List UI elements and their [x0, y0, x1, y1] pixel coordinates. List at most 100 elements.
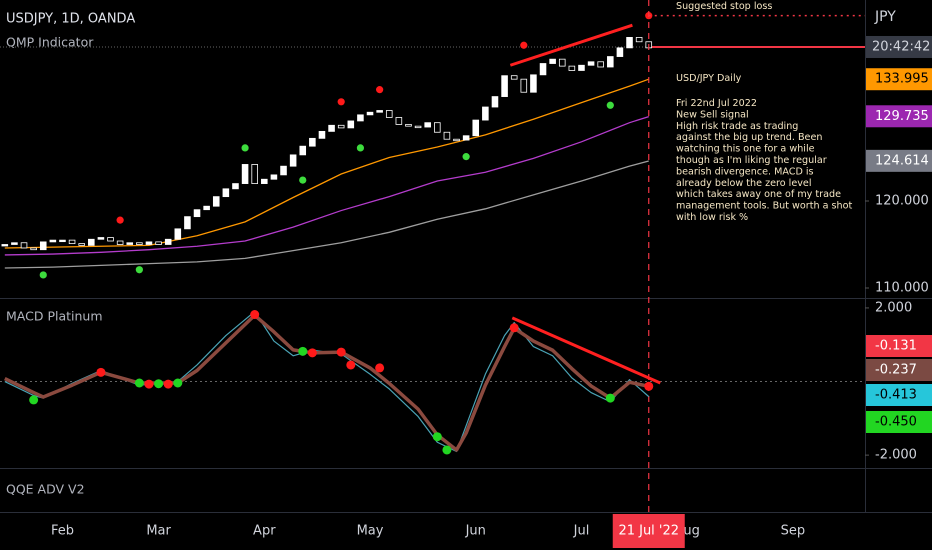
candle	[578, 64, 585, 71]
candle	[270, 174, 278, 180]
signal-dot	[173, 378, 183, 388]
y-tick-label: -2.000	[875, 448, 917, 463]
candle	[309, 137, 316, 147]
signal-dot	[39, 271, 47, 279]
macd-line	[4, 313, 650, 452]
candle	[530, 74, 537, 93]
candle	[261, 178, 268, 184]
candle	[558, 58, 566, 67]
note-line: New Sell signal	[676, 109, 749, 120]
candle	[126, 242, 134, 245]
candle	[116, 240, 124, 245]
price-tag-bg	[866, 105, 932, 128]
candle	[145, 241, 153, 245]
signal-dot	[606, 101, 614, 109]
y-tick-label: 110.000	[875, 280, 929, 295]
candle	[318, 130, 326, 139]
candle	[434, 122, 441, 133]
y-tick-label: 120.000	[875, 193, 929, 208]
candle	[59, 239, 66, 243]
x-tick-label: May	[357, 524, 384, 539]
x-tick-label: Feb	[51, 524, 74, 539]
signal-dot	[144, 379, 154, 389]
x-tick-label: Apr	[253, 524, 276, 539]
candle	[366, 111, 374, 116]
candle	[49, 239, 57, 243]
note-line: watching this one for a while	[676, 144, 815, 155]
note-line: though as I'm liking the regular	[676, 155, 827, 166]
candle	[501, 75, 508, 97]
note-line: Fri 22nd Jul 2022	[676, 98, 757, 109]
candle	[337, 124, 345, 129]
candle	[347, 120, 355, 129]
candle	[385, 110, 393, 118]
indicator-name: QQE ADV V2	[6, 482, 85, 497]
candle	[520, 78, 528, 93]
price-tag-bg	[866, 149, 932, 172]
candle	[443, 131, 451, 140]
signal-dot	[134, 378, 144, 388]
price-tag: 129.735	[875, 109, 929, 124]
candle	[405, 124, 412, 127]
moving-average	[4, 78, 649, 249]
y-tick-label: 2.000	[875, 300, 912, 315]
candle	[232, 183, 239, 190]
candle	[462, 135, 470, 141]
candle	[184, 216, 191, 230]
signal-dot	[337, 98, 345, 106]
indicator-name: QMP Indicator	[6, 35, 94, 50]
value-tag: -0.413	[875, 388, 917, 403]
signal-dot	[250, 310, 260, 320]
candle	[626, 37, 633, 49]
candle	[510, 75, 518, 80]
candle	[164, 238, 172, 245]
candle	[1, 244, 9, 247]
signal-dot	[135, 266, 143, 274]
value-tag-bg	[866, 335, 932, 357]
cursor-date-bg	[612, 514, 685, 548]
candle	[88, 238, 95, 246]
signal-dot	[432, 432, 442, 442]
candle	[107, 237, 114, 242]
candle	[280, 165, 287, 176]
signal-dot	[520, 41, 528, 49]
x-tick-label: Mar	[146, 524, 171, 539]
signal-dot	[154, 379, 164, 389]
signal-dot	[96, 367, 106, 377]
candle	[39, 241, 47, 251]
note-line: with low risk %	[676, 212, 748, 223]
value-tag: -0.237	[875, 363, 917, 378]
candle	[78, 243, 85, 246]
moving-average	[4, 160, 649, 269]
signal-dot	[509, 323, 519, 333]
candle	[414, 125, 422, 129]
candle	[30, 247, 37, 251]
chart-title: USDJPY, 1D, OANDA	[6, 12, 135, 27]
candle	[635, 37, 643, 43]
signal-dot	[116, 216, 124, 224]
divergence-line	[509, 23, 633, 67]
candle	[174, 228, 182, 240]
divergence-line	[511, 316, 661, 385]
note-line: already below the zero level	[676, 178, 812, 189]
candle	[222, 188, 230, 198]
x-tick-label: Jul	[573, 524, 590, 539]
candle	[616, 47, 624, 57]
indicator-name: MACD Platinum	[6, 309, 103, 324]
candle	[395, 117, 403, 125]
currency-label: JPY	[874, 9, 896, 25]
candle	[607, 56, 614, 68]
note-line: against the big up trend. Been	[676, 132, 822, 143]
signal-dot	[336, 347, 346, 357]
value-tag-bg	[866, 359, 932, 381]
signal-dot	[375, 363, 385, 373]
candle	[136, 242, 143, 245]
note-line: management tools. But worth a shot	[676, 201, 852, 212]
candle	[203, 205, 210, 211]
note-line: bearish divergence. MACD is	[676, 166, 814, 177]
signal-dot	[462, 153, 470, 161]
candle	[20, 242, 28, 249]
